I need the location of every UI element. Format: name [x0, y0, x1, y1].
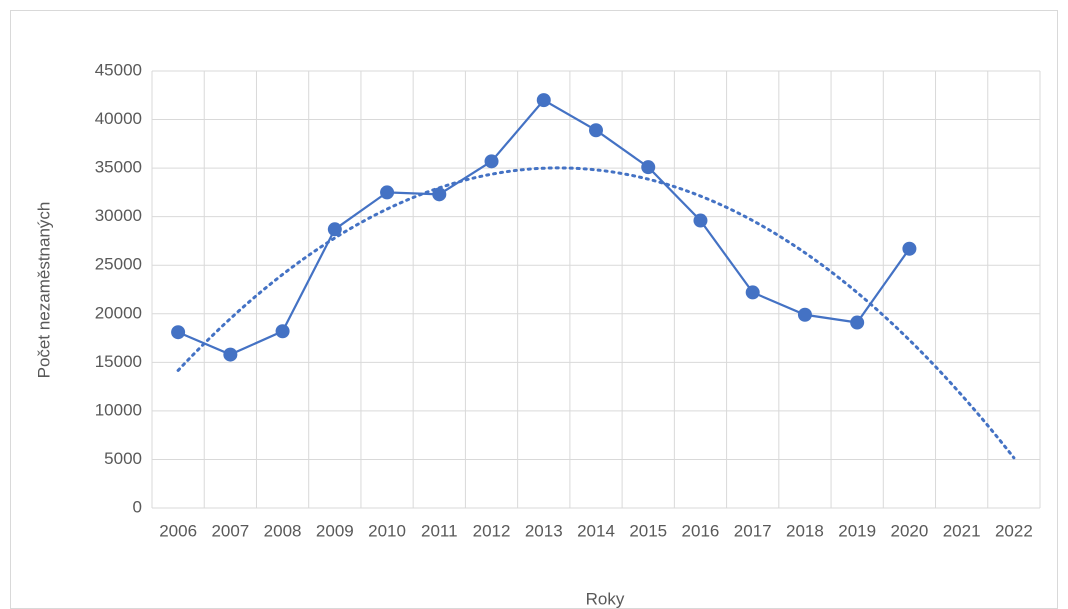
x-tick-label: 2012	[473, 521, 511, 540]
trendline	[176, 166, 1016, 460]
data-point	[850, 315, 865, 330]
y-tick-label: 25000	[95, 255, 142, 274]
x-tick-label: 2009	[316, 521, 354, 540]
data-point	[797, 307, 812, 322]
x-tick-label: 2013	[525, 521, 563, 540]
data-point	[380, 185, 395, 200]
x-tick-label: 2015	[629, 521, 667, 540]
data-point	[432, 187, 447, 202]
y-tick-label: 0	[133, 497, 142, 516]
x-tick-label: 2022	[995, 521, 1033, 540]
x-axis-label: Roky	[586, 589, 625, 608]
data-point	[275, 324, 290, 339]
y-tick-label: 10000	[95, 400, 142, 419]
x-tick-label: 2008	[264, 521, 302, 540]
x-tick-label: 2014	[577, 521, 615, 540]
x-tick-label: 2006	[159, 521, 197, 540]
x-tick-label: 2021	[943, 521, 981, 540]
x-tick-label: 2020	[890, 521, 928, 540]
data-point	[327, 222, 342, 237]
y-tick-label: 15000	[95, 352, 142, 371]
x-tick-label: 2019	[838, 521, 876, 540]
data-point	[589, 123, 603, 138]
y-tick-label: 45000	[95, 60, 142, 79]
data-point	[484, 154, 499, 169]
data-point	[171, 325, 186, 340]
x-tick-label: 2010	[368, 521, 406, 540]
y-tick-label: 20000	[95, 303, 142, 322]
x-tick-label: 2017	[734, 521, 772, 540]
data-point	[536, 93, 551, 108]
chart-frame	[10, 10, 1058, 609]
y-axis-label: Počet nezaměstnaných	[34, 202, 53, 379]
y-tick-label: 35000	[95, 158, 142, 177]
data-point	[693, 213, 708, 228]
data-point	[223, 347, 238, 362]
y-tick-label: 40000	[95, 109, 142, 128]
x-tick-label: 2011	[421, 521, 458, 540]
data-point	[745, 285, 760, 300]
data-point	[902, 241, 917, 256]
y-tick-label: 30000	[95, 206, 142, 225]
y-tick-label: 5000	[104, 449, 142, 468]
x-tick-label: 2018	[786, 521, 824, 540]
x-tick-label: 2016	[682, 521, 720, 540]
data-point	[641, 160, 656, 175]
x-tick-label: 2007	[211, 521, 249, 540]
